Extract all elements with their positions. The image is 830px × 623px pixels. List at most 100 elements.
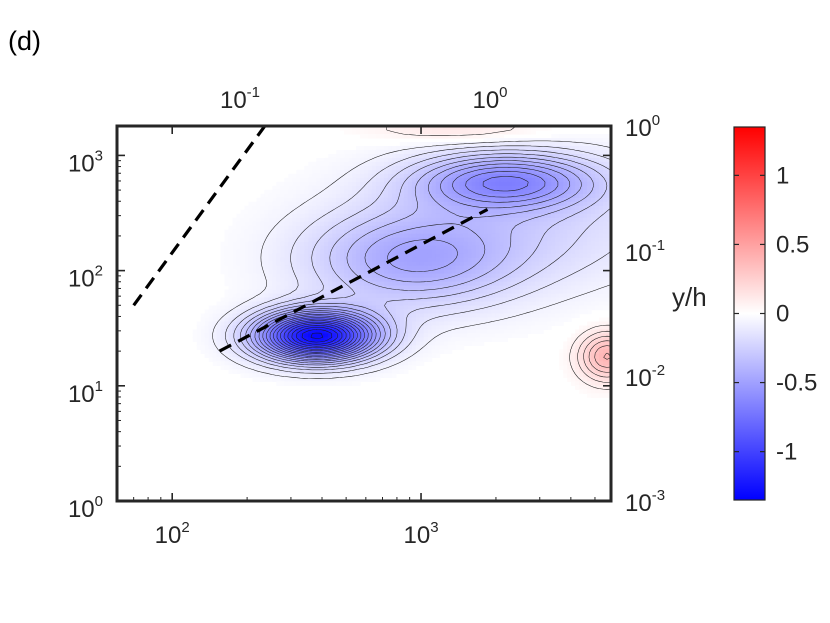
field-cell — [491, 129, 497, 135]
field-cell — [591, 241, 596, 247]
field-cell — [379, 261, 385, 267]
field-cell — [431, 321, 437, 327]
field-cell — [364, 325, 369, 331]
field-cell — [276, 185, 281, 191]
field-cell — [371, 197, 377, 203]
field-cell — [260, 225, 265, 231]
field-cell — [547, 217, 552, 223]
field-cell — [204, 321, 210, 327]
field-cell — [403, 261, 409, 267]
field-cell — [495, 233, 501, 239]
field-cell — [507, 301, 512, 307]
field-cell — [344, 345, 349, 350]
field-cell — [411, 177, 417, 183]
field-cell — [292, 209, 297, 215]
field-cell — [364, 273, 369, 279]
field-cell — [399, 341, 405, 347]
field-cell — [443, 325, 449, 331]
field-cell — [483, 313, 489, 319]
field-cell — [268, 285, 273, 291]
field-cell — [479, 161, 485, 167]
field-cell — [559, 221, 564, 227]
field-cell — [503, 217, 509, 223]
field-cell — [539, 249, 544, 255]
field-cell — [419, 317, 425, 323]
field-cell — [204, 337, 210, 343]
field-cell — [360, 205, 365, 211]
field-cell — [268, 337, 273, 343]
field-cell — [451, 317, 457, 323]
field-cell — [563, 341, 568, 347]
field-cell — [360, 249, 365, 255]
field-cell — [352, 245, 357, 251]
field-cell — [340, 225, 345, 231]
field-cell — [535, 213, 540, 219]
field-cell — [479, 189, 485, 195]
field-cell — [248, 289, 254, 295]
field-cell — [391, 261, 397, 267]
field-cell — [224, 261, 230, 267]
field-cell — [595, 141, 600, 147]
field-cell — [375, 333, 381, 339]
field-cell — [411, 293, 417, 299]
field-cell — [459, 129, 465, 135]
field-cell — [375, 165, 381, 171]
field-cell — [539, 261, 544, 267]
field-cell — [427, 133, 433, 139]
field-cell — [252, 229, 258, 235]
field-cell — [567, 341, 572, 347]
field-cell — [543, 245, 548, 251]
field-cell — [415, 157, 421, 163]
field-cell — [475, 297, 481, 303]
field-cell — [431, 333, 437, 339]
field-cell — [507, 253, 512, 259]
field-cell — [499, 153, 505, 159]
field-cell — [288, 185, 293, 191]
field-cell — [435, 261, 441, 267]
field-cell — [443, 177, 449, 183]
field-cell — [216, 301, 222, 307]
field-cell — [288, 337, 293, 343]
field-cell — [336, 205, 341, 211]
field-cell — [292, 285, 297, 291]
field-cell — [383, 241, 389, 247]
field-cell — [583, 157, 588, 163]
field-cell — [268, 265, 273, 271]
field-cell — [435, 249, 441, 255]
field-cell — [272, 253, 277, 259]
field-cell — [463, 273, 469, 279]
field-cell — [296, 201, 301, 207]
field-cell — [352, 341, 357, 347]
field-cell — [300, 177, 305, 183]
field-cell — [260, 245, 265, 251]
field-cell — [284, 305, 289, 311]
field-cell — [375, 269, 381, 275]
field-cell — [603, 273, 608, 279]
field-cell — [591, 193, 596, 199]
field-cell — [459, 253, 465, 259]
field-cell — [507, 261, 512, 267]
field-cell — [551, 297, 556, 303]
field-cell — [591, 261, 596, 267]
field-cell — [507, 309, 512, 315]
field-cell — [491, 285, 497, 291]
field-cell — [216, 317, 222, 323]
field-cell — [423, 153, 429, 159]
field-cell — [415, 205, 421, 211]
field-cell — [415, 181, 421, 187]
field-cell — [463, 245, 469, 251]
field-cell — [415, 225, 421, 231]
field-cell — [543, 233, 548, 239]
field-cell — [364, 129, 369, 135]
field-cell — [555, 177, 560, 183]
field-cell — [288, 265, 293, 271]
field-cell — [431, 341, 437, 347]
field-cell — [224, 249, 230, 255]
field-cell — [595, 205, 600, 211]
field-cell — [403, 153, 409, 159]
field-cell — [360, 305, 365, 311]
field-cell — [328, 285, 333, 291]
field-cell — [447, 193, 453, 199]
field-cell — [232, 325, 238, 331]
field-cell — [296, 217, 301, 223]
